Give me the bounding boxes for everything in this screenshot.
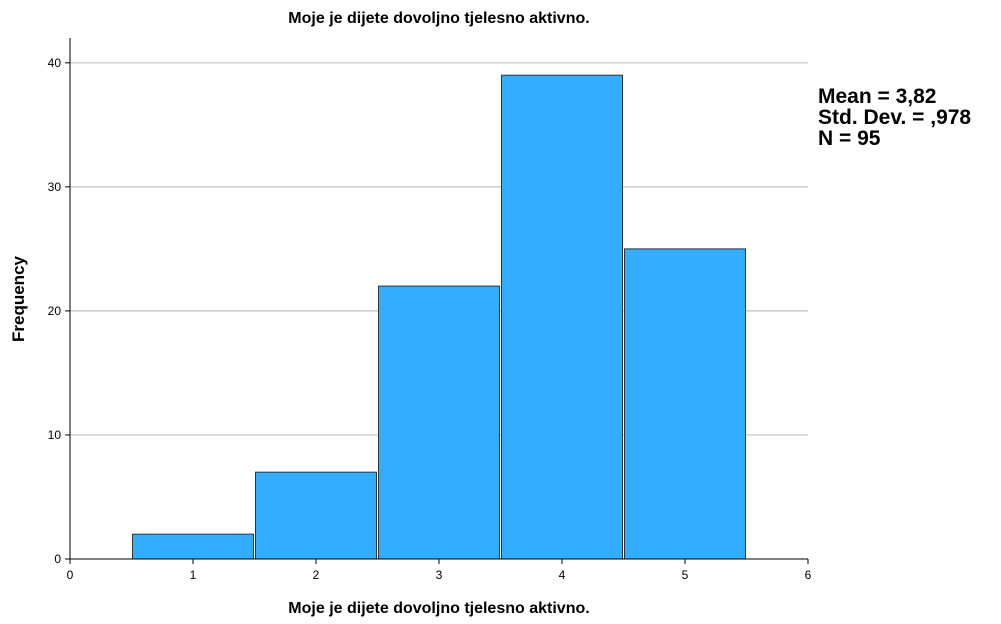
- y-axis-ticks: 0 10 20 30 40: [48, 56, 70, 566]
- bars-group: [132, 74, 746, 560]
- n-stat: N = 95: [818, 127, 881, 150]
- bar-2: [255, 471, 377, 560]
- y-tick-label: 40: [48, 56, 62, 70]
- x-axis-label: Moje je dijete dovoljno tjelesno aktivno…: [288, 600, 590, 617]
- std-dev-stat: Std. Dev. = ,978: [818, 106, 972, 129]
- bar-4: [501, 74, 623, 560]
- x-tick-label: 0: [67, 568, 74, 582]
- x-tick-label: 2: [313, 568, 320, 582]
- bar-3: [378, 285, 500, 560]
- y-tick-label: 10: [48, 428, 62, 442]
- x-tick-label: 3: [436, 568, 443, 582]
- y-tick-label: 0: [54, 552, 61, 566]
- y-tick-label: 30: [48, 180, 62, 194]
- summary-statistics: Mean = 3,82 Std. Dev. = ,978 N = 95: [818, 86, 971, 149]
- x-tick-label: 4: [559, 568, 566, 582]
- bar-5: [624, 248, 746, 560]
- x-tick-label: 1: [190, 568, 197, 582]
- mean-stat: Mean = 3,82: [818, 85, 937, 108]
- y-tick-label: 20: [48, 304, 62, 318]
- y-axis-label: Frequency: [9, 256, 28, 342]
- x-axis-ticks: 0 1 2 3 4 5 6: [67, 559, 812, 582]
- chart-title: Moje je dijete dovoljno tjelesno aktivno…: [288, 10, 590, 27]
- x-tick-label: 5: [682, 568, 689, 582]
- bar-1: [132, 533, 254, 560]
- x-tick-label: 6: [805, 568, 812, 582]
